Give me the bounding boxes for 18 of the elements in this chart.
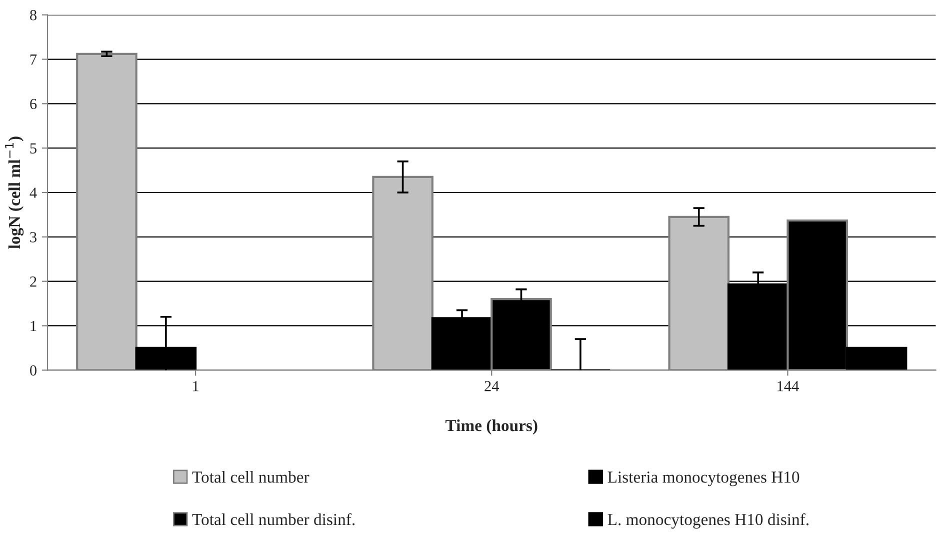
y-tick-label: 3 bbox=[30, 232, 36, 242]
legend-label: L. monocytogenes H10 disinf. bbox=[608, 513, 808, 529]
y-tick-label: 5 bbox=[30, 143, 36, 154]
x-axis-title: Time (hours) bbox=[446, 419, 538, 435]
y-tick-label: 4 bbox=[30, 188, 37, 198]
y-tick-label: 1 bbox=[30, 320, 36, 332]
y-axis-title: logN (cell ml$^{−1}$) bbox=[5, 136, 24, 249]
x-tick-label: 1 bbox=[193, 381, 198, 392]
y-tick-label: 8 bbox=[30, 10, 36, 20]
legend-label: Listeria monocytogenes H10 bbox=[608, 472, 800, 486]
x-tick-label: 24 bbox=[484, 381, 500, 392]
y-tick-label: 6 bbox=[30, 98, 37, 110]
x-tick-label: 144 bbox=[778, 381, 799, 392]
legend-label: Total cell number bbox=[192, 471, 310, 483]
legend-label: Total cell number disinf. bbox=[192, 513, 355, 526]
y-tick-label: 0 bbox=[30, 365, 36, 376]
y-tick-label: 7 bbox=[30, 54, 37, 65]
y-tick-label: 2 bbox=[30, 276, 36, 287]
